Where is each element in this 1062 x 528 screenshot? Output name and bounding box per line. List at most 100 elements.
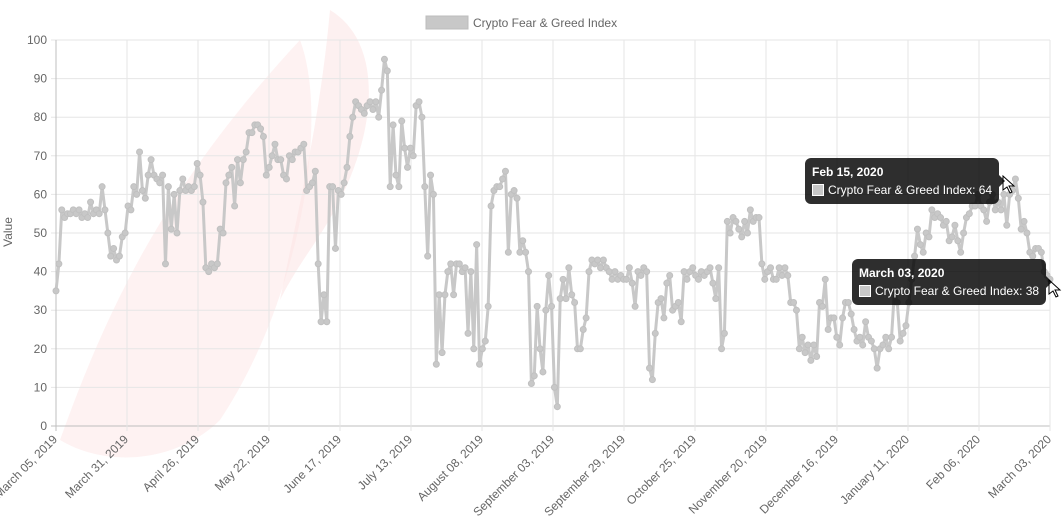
data-point[interactable]: [746, 206, 754, 214]
data-point[interactable]: [259, 133, 267, 140]
data-point[interactable]: [735, 225, 743, 233]
data-point[interactable]: [467, 268, 475, 276]
data-point[interactable]: [625, 264, 633, 272]
data-point[interactable]: [473, 241, 481, 249]
data-point[interactable]: [948, 233, 956, 241]
data-point[interactable]: [369, 105, 377, 113]
data-point[interactable]: [311, 167, 319, 175]
data-point[interactable]: [885, 345, 893, 353]
data-point[interactable]: [389, 121, 397, 129]
data-point[interactable]: [75, 206, 83, 214]
data-point[interactable]: [873, 364, 881, 372]
data-point[interactable]: [314, 260, 322, 268]
data-point[interactable]: [404, 163, 411, 171]
data-point[interactable]: [559, 275, 567, 283]
data-point[interactable]: [441, 291, 449, 299]
data-point[interactable]: [141, 194, 149, 202]
data-point[interactable]: [847, 310, 855, 318]
data-point[interactable]: [320, 291, 328, 299]
data-point[interactable]: [960, 229, 968, 237]
data-point[interactable]: [337, 190, 345, 198]
data-point[interactable]: [761, 275, 769, 283]
data-point[interactable]: [622, 275, 630, 283]
data-point[interactable]: [605, 268, 613, 276]
data-point[interactable]: [421, 183, 429, 191]
data-point[interactable]: [161, 260, 169, 268]
data-point[interactable]: [372, 98, 380, 106]
data-point[interactable]: [262, 171, 270, 179]
data-point[interactable]: [712, 295, 720, 303]
data-point[interactable]: [833, 333, 841, 341]
data-point[interactable]: [383, 67, 391, 75]
data-point[interactable]: [850, 326, 858, 333]
legend-label[interactable]: Crypto Fear & Greed Index: [473, 16, 617, 30]
data-point[interactable]: [1023, 229, 1031, 237]
data-point[interactable]: [674, 298, 682, 306]
data-point[interactable]: [643, 268, 651, 276]
data-point[interactable]: [666, 271, 674, 279]
data-point[interactable]: [562, 295, 570, 303]
data-point[interactable]: [190, 183, 198, 191]
data-point[interactable]: [360, 109, 368, 117]
data-point[interactable]: [720, 329, 728, 337]
data-point[interactable]: [164, 183, 172, 191]
data-point[interactable]: [450, 291, 458, 299]
data-point[interactable]: [478, 345, 486, 353]
data-point[interactable]: [501, 167, 509, 175]
data-point[interactable]: [438, 349, 446, 357]
data-point[interactable]: [219, 229, 227, 237]
data-point[interactable]: [795, 345, 803, 353]
data-point[interactable]: [844, 298, 852, 306]
data-point[interactable]: [862, 318, 870, 326]
data-point[interactable]: [136, 148, 144, 156]
data-point[interactable]: [683, 275, 691, 283]
data-point[interactable]: [409, 152, 417, 160]
data-point[interactable]: [545, 271, 553, 279]
data-point[interactable]: [461, 264, 469, 272]
data-point[interactable]: [110, 244, 118, 252]
data-point[interactable]: [709, 279, 717, 287]
data-point[interactable]: [695, 275, 702, 283]
data-point[interactable]: [455, 260, 463, 268]
data-point[interactable]: [380, 55, 388, 63]
data-point[interactable]: [484, 302, 492, 310]
data-point[interactable]: [193, 160, 201, 168]
data-point[interactable]: [867, 337, 875, 345]
data-point[interactable]: [527, 380, 535, 388]
data-point[interactable]: [127, 206, 135, 214]
data-point[interactable]: [444, 268, 452, 276]
data-point[interactable]: [432, 360, 440, 368]
data-point[interactable]: [755, 214, 763, 222]
data-point[interactable]: [758, 260, 766, 268]
data-point[interactable]: [101, 206, 109, 214]
data-point[interactable]: [424, 252, 432, 260]
data-point[interactable]: [366, 98, 374, 106]
data-point[interactable]: [556, 295, 564, 303]
data-point[interactable]: [236, 179, 244, 187]
data-point[interactable]: [839, 314, 847, 322]
data-point[interactable]: [392, 171, 400, 179]
data-point[interactable]: [536, 345, 544, 353]
data-point[interactable]: [548, 302, 556, 310]
data-point[interactable]: [375, 113, 383, 121]
data-point[interactable]: [401, 144, 409, 152]
data-point[interactable]: [349, 113, 357, 121]
data-point[interactable]: [343, 163, 351, 171]
data-point[interactable]: [732, 217, 740, 225]
data-point[interactable]: [631, 302, 639, 310]
data-point[interactable]: [282, 175, 290, 183]
data-point[interactable]: [715, 264, 723, 272]
data-point[interactable]: [144, 171, 152, 179]
data-point[interactable]: [879, 341, 887, 349]
data-point[interactable]: [386, 183, 394, 191]
data-point[interactable]: [170, 190, 178, 198]
data-point[interactable]: [942, 217, 950, 225]
data-point[interactable]: [821, 275, 829, 283]
data-point[interactable]: [406, 144, 414, 152]
data-point[interactable]: [738, 233, 746, 241]
data-point[interactable]: [790, 298, 798, 306]
data-point[interactable]: [481, 337, 489, 345]
data-point[interactable]: [329, 183, 337, 191]
data-point[interactable]: [231, 202, 239, 210]
data-point[interactable]: [300, 140, 308, 148]
